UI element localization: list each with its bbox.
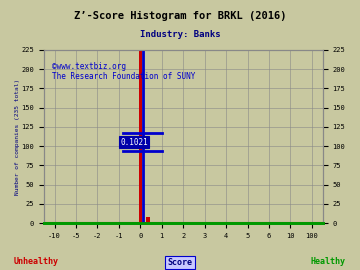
Text: Healthy: Healthy	[310, 257, 345, 266]
Text: ©www.textbiz.org: ©www.textbiz.org	[52, 62, 126, 71]
Text: Z’-Score Histogram for BRKL (2016): Z’-Score Histogram for BRKL (2016)	[74, 11, 286, 21]
Text: Score: Score	[167, 258, 193, 267]
Text: The Research Foundation of SUNY: The Research Foundation of SUNY	[52, 72, 195, 82]
Text: Industry: Banks: Industry: Banks	[140, 30, 220, 39]
Text: Unhealthy: Unhealthy	[14, 257, 58, 266]
Bar	[139, 50, 141, 223]
Bar	[146, 217, 150, 223]
Text: 0.1021: 0.1021	[120, 138, 148, 147]
Y-axis label: Number of companies (235 total): Number of companies (235 total)	[15, 78, 20, 195]
